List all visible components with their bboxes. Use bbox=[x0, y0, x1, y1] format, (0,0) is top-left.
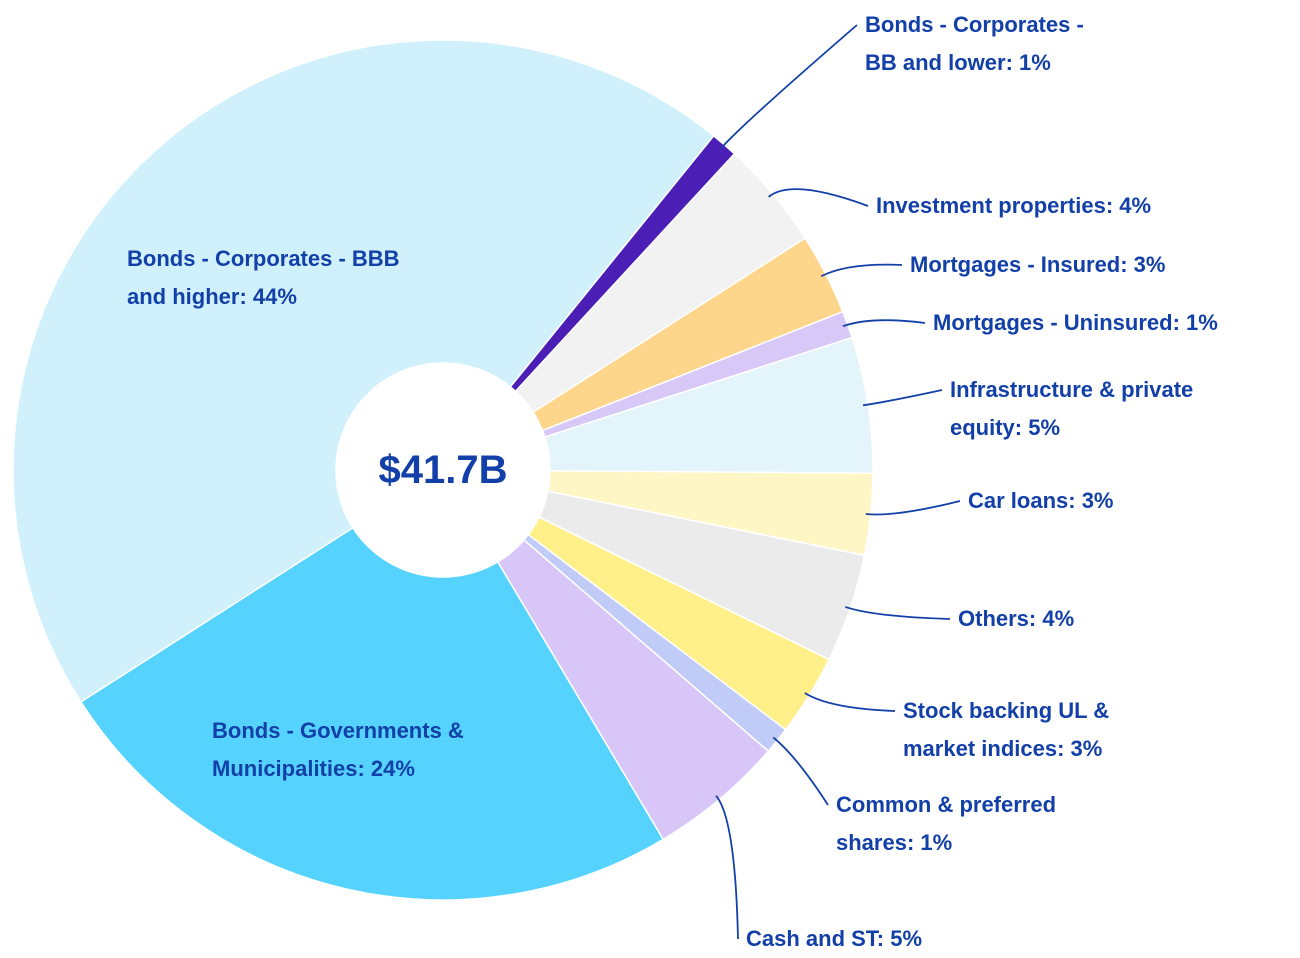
leader-line bbox=[772, 736, 829, 806]
slice-label: Common & preferred shares: 1% bbox=[836, 792, 1057, 855]
leader-line bbox=[842, 319, 926, 328]
donut-hole bbox=[336, 363, 550, 577]
slice-label: Car loans: 3% bbox=[968, 488, 1114, 513]
slice-label: Others: 4% bbox=[958, 606, 1075, 631]
slice-label: Bonds - Governments & Municipalities: 24… bbox=[212, 718, 464, 781]
leader-line bbox=[820, 263, 903, 278]
leader-line bbox=[768, 188, 869, 207]
leader-line bbox=[804, 692, 896, 712]
leader-line bbox=[715, 795, 739, 940]
center-label: $41.7B bbox=[378, 448, 508, 492]
leader-line bbox=[845, 606, 951, 620]
leader-line bbox=[865, 500, 961, 516]
slice-label: Mortgages - Uninsured: 1% bbox=[933, 310, 1218, 335]
leader-line bbox=[720, 24, 858, 150]
slice-label: Infrastructure & private equity: 5% bbox=[950, 377, 1194, 440]
slice-label: Investment properties: 4% bbox=[876, 193, 1152, 218]
slice-label: Stock backing UL & market indices: 3% bbox=[903, 698, 1110, 761]
slice-label: Mortgages - Insured: 3% bbox=[910, 252, 1166, 277]
slice-label: Bonds - Corporates - BBB and higher: 44% bbox=[127, 246, 400, 309]
leader-line bbox=[862, 389, 943, 407]
slice-label: Cash and ST: 5% bbox=[746, 926, 923, 951]
slice-label: Bonds - Corporates - BB and lower: 1% bbox=[865, 12, 1084, 75]
